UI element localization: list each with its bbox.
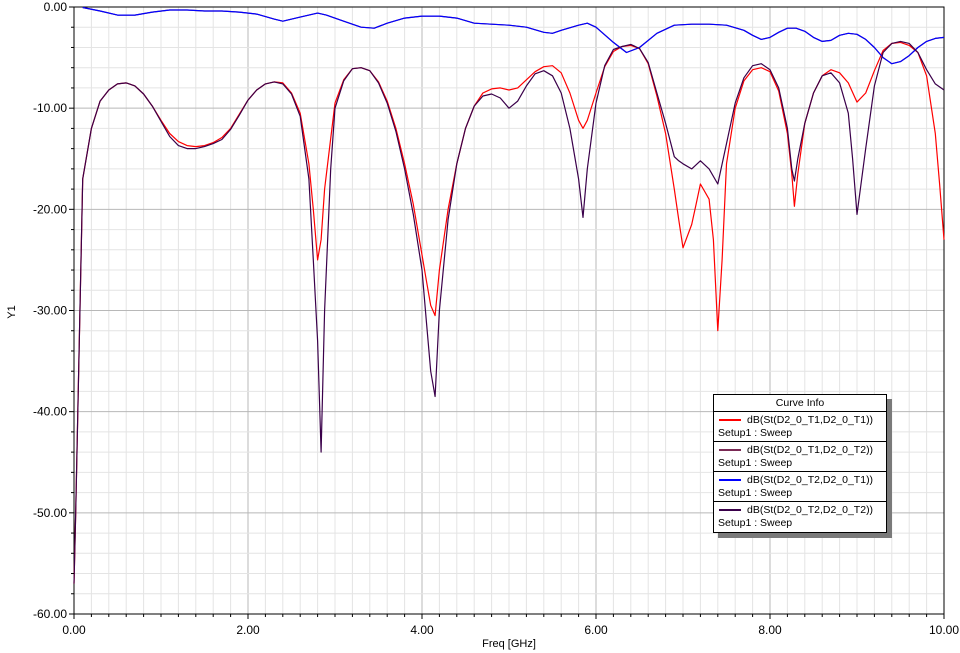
y-tick-label: -50.00 — [33, 506, 67, 520]
series-line-2 — [82, 6, 945, 65]
y-tick-label: -30.00 — [33, 304, 67, 318]
legend-series-name: dB(St(D2_0_T1,D2_0_T2)) — [747, 444, 874, 456]
legend-swatch — [719, 479, 741, 481]
legend-series-sub: Setup1 : Sweep — [718, 517, 793, 529]
legend-series-name: dB(St(D2_0_T2,D2_0_T1)) — [747, 474, 874, 486]
legend-swatch — [719, 509, 741, 511]
x-tick-label: 2.00 — [236, 623, 260, 637]
legend-item[interactable]: dB(St(D2_0_T2,D2_0_T1)) Setup1 : Sweep — [714, 473, 886, 502]
legend-series-name: dB(St(D2_0_T1,D2_0_T1)) — [747, 414, 874, 426]
legend-item[interactable]: dB(St(D2_0_T1,D2_0_T2)) Setup1 : Sweep — [714, 443, 886, 472]
legend-series-sub: Setup1 : Sweep — [718, 487, 793, 499]
series-line-3 — [82, 6, 945, 65]
x-tick-label: 10.00 — [929, 623, 959, 637]
series-layer — [73, 6, 945, 584]
legend-swatch — [719, 419, 741, 421]
legend-title: Curve Info — [714, 395, 886, 412]
legend-series-sub: Setup1 : Sweep — [718, 457, 793, 469]
y-tick-label: -20.00 — [33, 202, 67, 216]
legend-swatch — [719, 449, 741, 451]
y-tick-label: -40.00 — [33, 405, 67, 419]
x-tick-label: 4.00 — [410, 623, 434, 637]
y-tick-label: 0.00 — [44, 0, 68, 14]
x-tick-label: 6.00 — [584, 623, 608, 637]
y-tick-label: -10.00 — [33, 101, 67, 115]
legend[interactable]: Curve Info dB(St(D2_0_T1,D2_0_T1)) Setup… — [713, 394, 887, 533]
legend-item[interactable]: dB(St(D2_0_T2,D2_0_T2)) Setup1 : Sweep — [714, 503, 886, 532]
y-axis-label: Y1 — [6, 305, 18, 318]
tick-labels: 0.00 2.00 4.00 6.00 8.00 10.00 0.00 -10.00 -20.0… — [33, 0, 959, 637]
x-axis-label: Freq [GHz] — [482, 638, 536, 650]
legend-series-sub: Setup1 : Sweep — [718, 427, 793, 439]
legend-item[interactable]: dB(St(D2_0_T1,D2_0_T1)) Setup1 : Sweep — [714, 413, 886, 442]
x-tick-label: 0.00 — [62, 623, 86, 637]
x-tick-label: 8.00 — [758, 623, 782, 637]
series-line-4 — [73, 40, 945, 584]
y-tick-label: -60.00 — [33, 607, 67, 621]
legend-series-name: dB(St(D2_0_T2,D2_0_T2)) — [747, 504, 874, 516]
